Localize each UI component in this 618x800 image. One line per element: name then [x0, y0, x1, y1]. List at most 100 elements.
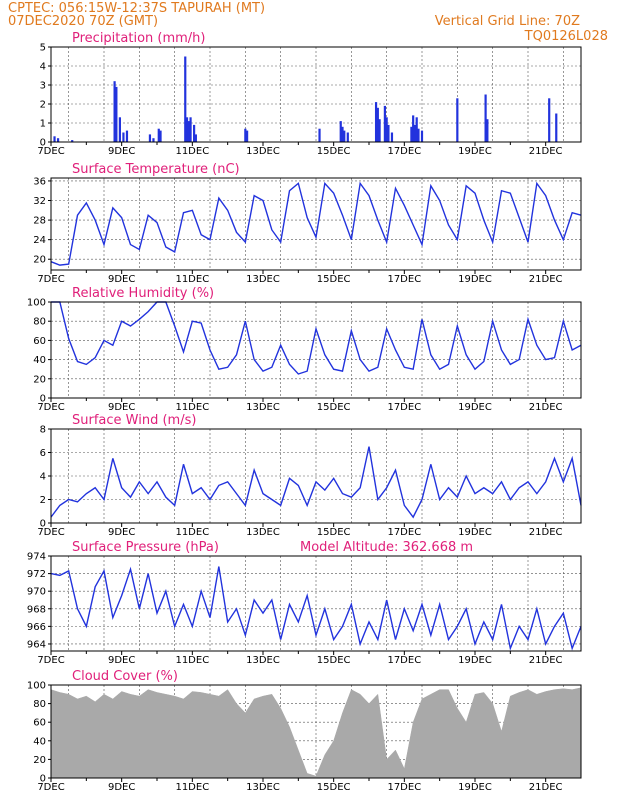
y-tick-label: 60 [33, 336, 46, 347]
panels: Precipitation (mm/h) 0 1 2 3 4 5 7DEC 9DEC 11DEC 1… [27, 31, 582, 793]
x-tick-label: 19DEC [458, 274, 492, 285]
x-tick-label: 11DEC [175, 402, 209, 413]
precip-bar [118, 117, 121, 142]
temperature-line [50, 181, 582, 266]
x-tick-label: 13DEC [246, 402, 280, 413]
x-tick-label: 7DEC [37, 146, 64, 157]
temperature-frame [50, 177, 582, 271]
y-tick-label: 80 [33, 699, 46, 710]
header-location: CPTEC: 056:15W-12:37S TAPURAH (MT) [8, 1, 265, 16]
x-tick-label: 19DEC [458, 527, 492, 538]
x-tick-label: 15DEC [317, 655, 351, 666]
x-tick-label: 7DEC [37, 655, 64, 666]
pressure-frame [50, 555, 582, 652]
precip-bar [417, 128, 420, 142]
x-tick-label: 9DEC [108, 402, 135, 413]
y-tick-label: 100 [27, 298, 46, 309]
y-tick-label: 964 [27, 639, 46, 650]
precip-bar [343, 130, 346, 142]
precip-bar [194, 134, 197, 142]
y-tick-label: 100 [27, 681, 46, 692]
precip-bar [346, 132, 349, 142]
precip-bar [456, 98, 459, 142]
y-tick-label: 60 [33, 718, 46, 729]
precip-bar [159, 130, 162, 142]
x-tick-label: 17DEC [387, 655, 421, 666]
y-tick-label: 20 [33, 755, 46, 766]
precip-bar [53, 136, 56, 142]
x-tick-label: 11DEC [175, 782, 209, 793]
precip-bar [390, 132, 394, 142]
precip-bar [113, 81, 116, 142]
precip-bar [71, 140, 74, 142]
precip-bar [185, 117, 189, 142]
humidity-frame [50, 301, 582, 399]
precip-bar [486, 119, 489, 142]
precip-bar [413, 124, 417, 142]
precip-bar [187, 121, 190, 142]
precip-bar [387, 124, 390, 142]
wind-title: Surface Wind (m/s) [72, 413, 196, 428]
x-tick-label: 21DEC [529, 402, 563, 413]
y-tick-label: 6 [40, 448, 46, 459]
x-tick-label: 17DEC [387, 274, 421, 285]
precip-bar [548, 98, 551, 142]
precip-bar [555, 113, 558, 142]
y-tick-label: 20 [33, 374, 46, 385]
x-tick-label: 13DEC [246, 527, 280, 538]
y-tick-label: 36 [33, 176, 46, 187]
precip-bar [318, 128, 321, 142]
humidity-title: Relative Humidity (%) [72, 286, 214, 301]
x-tick-label: 7DEC [37, 527, 64, 538]
precip-bar [189, 117, 192, 142]
humidity-line [51, 301, 582, 375]
temperature-title: Surface Temperature (nC) [72, 162, 240, 177]
x-tick-label: 13DEC [246, 146, 280, 157]
x-tick-label: 15DEC [317, 527, 351, 538]
precip-grid [51, 47, 581, 142]
pressure-panel: Surface Pressure (hPa) Model Altitude: 36… [27, 540, 582, 666]
x-tick-label: 15DEC [317, 274, 351, 285]
y-tick-label: 970 [27, 587, 46, 598]
y-tick-label: 80 [33, 317, 46, 328]
y-tick-label: 968 [27, 604, 46, 615]
x-tick-label: 11DEC [175, 274, 209, 285]
y-tick-label: 32 [33, 196, 46, 207]
precip-panel: Precipitation (mm/h) 0 1 2 3 4 5 7DEC 9DEC 11DEC 1… [37, 31, 582, 157]
y-tick-label: 0 [40, 774, 46, 785]
precip-bar [420, 130, 424, 142]
precip-bar [122, 132, 125, 142]
x-tick-label: 9DEC [108, 146, 135, 157]
precip-bar [193, 124, 196, 142]
x-tick-label: 11DEC [175, 655, 209, 666]
y-tick-label: 28 [33, 216, 46, 227]
precip-bar [341, 126, 344, 142]
cloud-cover-area [50, 687, 582, 779]
x-tick-label: 19DEC [458, 655, 492, 666]
precip-bar [152, 138, 155, 142]
precip-bar [246, 130, 249, 142]
precip-bar [339, 121, 342, 142]
x-tick-label: 13DEC [246, 655, 280, 666]
pressure-line [50, 566, 582, 651]
wind-line [50, 446, 582, 519]
x-tick-label: 9DEC [108, 274, 135, 285]
y-tick-label: 40 [33, 736, 46, 747]
precip-bar [385, 117, 388, 142]
wind-grid [51, 429, 581, 523]
x-tick-label: 9DEC [108, 782, 135, 793]
y-tick-label: 3 [40, 81, 46, 92]
precip-bar [115, 86, 118, 142]
y-tick-label: 972 [27, 569, 46, 580]
precip-bar [148, 134, 152, 142]
x-tick-label: 15DEC [317, 146, 351, 157]
precip-frame [50, 46, 582, 143]
x-tick-label: 11DEC [175, 527, 209, 538]
y-tick-label: 4 [40, 62, 46, 73]
x-tick-label: 7DEC [37, 782, 64, 793]
header-date: 07DEC2020 70Z (GMT) [8, 14, 158, 29]
x-tick-label: 19DEC [458, 402, 492, 413]
x-tick-label: 17DEC [387, 402, 421, 413]
cloud-panel: Cloud Cover (%) 0 20 40 60 80 100 7DEC 9DEC 11DEC… [27, 669, 582, 793]
humidity-panel: Relative Humidity (%) 0 20 40 60 80 100 7DEC 9DE… [27, 286, 582, 413]
